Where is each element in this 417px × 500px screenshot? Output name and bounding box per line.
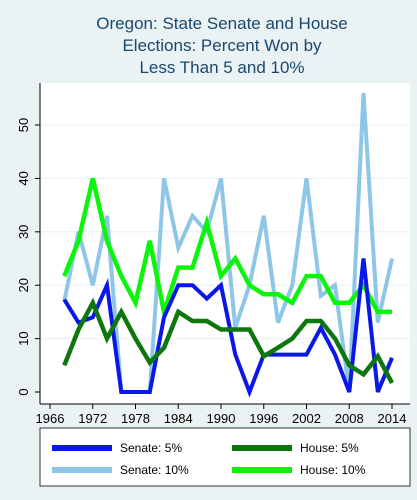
chart-title-line-2: Elections: Percent Won by: [122, 36, 322, 55]
y-tick-label-30: 30: [16, 225, 31, 239]
x-tick-label-1984: 1984: [164, 411, 193, 426]
x-tick-label-1972: 1972: [78, 411, 107, 426]
y-tick-label-10: 10: [16, 331, 31, 345]
legend-label-senate-10: Senate: 10%: [120, 463, 189, 477]
legend-label-house-5: House: 5%: [300, 441, 359, 455]
series-lines: [62, 92, 394, 398]
x-tick-label-1978: 1978: [121, 411, 150, 426]
series-line-house-5: [62, 297, 394, 384]
legend: Senate: 5% House: 5% Senate: 10% House: 10%: [39, 427, 411, 487]
chart-title-line-1: Oregon: State Senate and House: [96, 14, 347, 33]
axes: 0 10 20 30 40 50 1966 1972 1978 1984 1990 1996 2002 2…: [16, 83, 410, 426]
y-tick-label-40: 40: [16, 171, 31, 185]
series-line-senate-5: [62, 258, 394, 398]
chart-title-line-3: Less Than 5 and 10%: [139, 58, 304, 77]
legend-label-senate-5: Senate: 5%: [120, 441, 182, 455]
x-tick-label-2008: 2008: [335, 411, 364, 426]
y-tick-label-50: 50: [16, 118, 31, 132]
x-tick-label-1966: 1966: [36, 411, 65, 426]
legend-label-house-10: House: 10%: [300, 463, 366, 477]
x-tick-label-2014: 2014: [378, 411, 407, 426]
y-tick-label-20: 20: [16, 278, 31, 292]
x-tick-label-1990: 1990: [207, 411, 236, 426]
legend-box: [39, 427, 411, 487]
x-tick-label-2002: 2002: [292, 411, 321, 426]
chart-title: Oregon: State Senate and House Elections…: [96, 14, 347, 77]
y-tick-label-0: 0: [16, 388, 31, 395]
x-tick-label-1996: 1996: [249, 411, 278, 426]
series-line-house-10: [62, 177, 392, 321]
